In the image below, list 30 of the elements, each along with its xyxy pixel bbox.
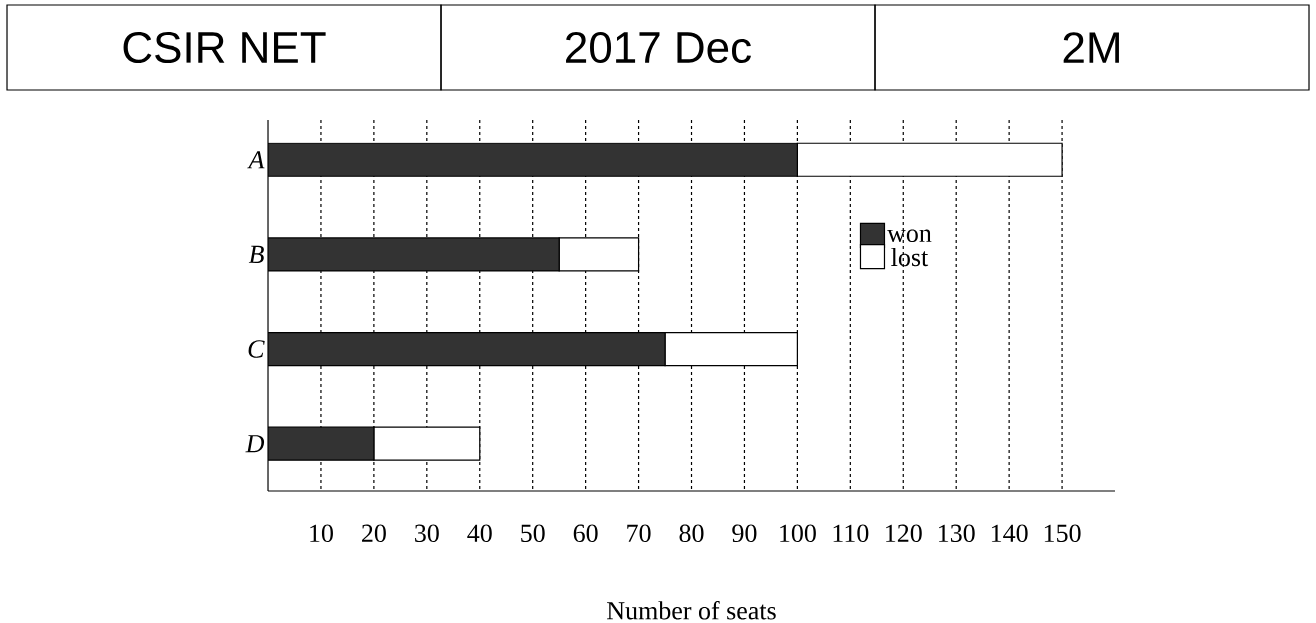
y-tick-label: C: [248, 340, 265, 358]
bar: [268, 426, 375, 461]
x-tick-label: 20: [362, 524, 386, 543]
y-tick-label: D: [245, 435, 265, 453]
text: 2017 Dec: [566, 31, 751, 64]
x-axis-title: Number of seats: [607, 601, 776, 620]
x-tick-label: 110: [833, 524, 869, 543]
x-tick-label: 10: [310, 524, 333, 543]
bar: [268, 332, 666, 367]
text: 2M: [1063, 32, 1119, 63]
text: CSIR NET: [123, 31, 326, 64]
y-tick-label: A: [247, 151, 265, 169]
x-tick-label: 50: [521, 524, 545, 543]
x-tick-label: 60: [573, 524, 598, 543]
x-tick-label: 80: [679, 524, 704, 543]
bar: [558, 237, 640, 272]
x-tick-label: 150: [1044, 524, 1081, 543]
legend-label: lost: [891, 247, 929, 267]
y-tick-label: B: [248, 245, 264, 264]
bar: [268, 142, 798, 177]
x-tick-label: 120: [886, 524, 922, 543]
x-tick-label: 140: [991, 524, 1028, 543]
x-tick-label: 30: [415, 524, 439, 543]
x-tick-label: 40: [467, 524, 492, 543]
x-tick-label: 100: [780, 524, 816, 543]
x-tick-label: 130: [938, 524, 975, 543]
x-tick-label: 90: [732, 524, 757, 543]
legend-label: won: [887, 229, 932, 243]
x-tick-label: 70: [627, 524, 651, 543]
bar: [268, 237, 560, 272]
